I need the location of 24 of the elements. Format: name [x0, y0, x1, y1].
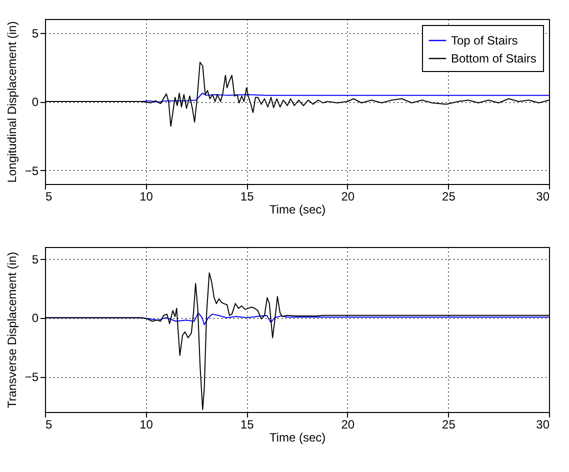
legend-label: Bottom of Stairs	[451, 52, 536, 66]
x-axis-title: Time (sec)	[269, 430, 326, 444]
x-tick-label: 10	[140, 418, 154, 432]
x-tick-label: 20	[341, 190, 355, 204]
x-tick-label: 10	[140, 190, 154, 204]
x-tick-label: 30	[536, 418, 550, 432]
x-tick-label: 5	[46, 190, 52, 204]
x-tick-label: 5	[46, 418, 52, 432]
x-tick-label: 15	[240, 418, 254, 432]
x-tick-label: 15	[240, 190, 254, 204]
y-tick-label: 5	[32, 252, 39, 266]
y-tick-label: −5	[24, 164, 39, 178]
x-tick-label: 30	[536, 190, 550, 204]
x-tick-label: 25	[442, 418, 456, 432]
y-axis-title: Longitudinal Displacement (in)	[4, 21, 19, 183]
y-tick-label: 0	[32, 311, 39, 326]
x-tick-label: 25	[442, 190, 456, 204]
legend-label: Top of Stairs	[451, 34, 518, 48]
x-axis-title: Time (sec)	[269, 202, 326, 216]
x-tick-label: 20	[341, 418, 355, 432]
y-axis-title: Transverse Displacement (in)	[4, 252, 19, 408]
y-tick-label: 5	[32, 26, 39, 40]
y-tick-label: 0	[32, 95, 39, 109]
y-tick-label: −5	[24, 370, 39, 384]
